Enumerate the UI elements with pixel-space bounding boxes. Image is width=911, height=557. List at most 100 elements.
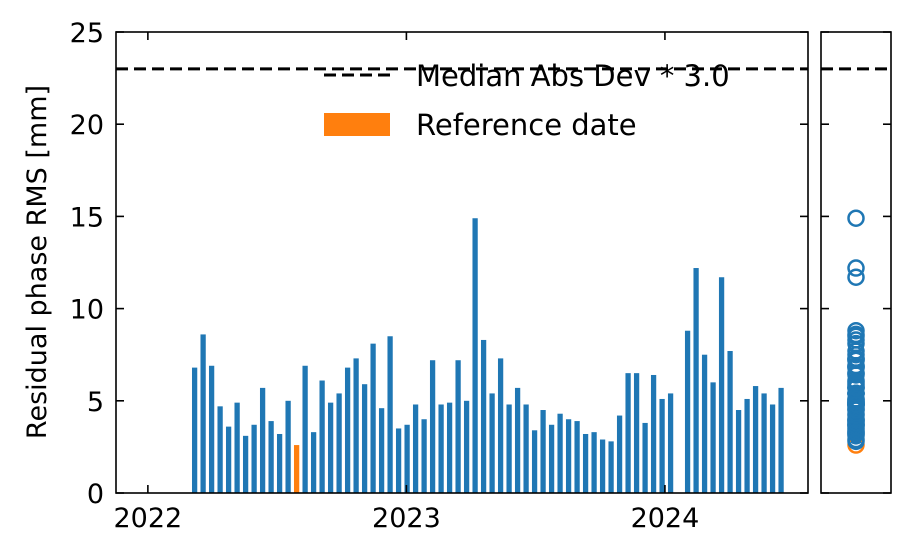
bar: [650, 374, 657, 493]
bar: [625, 373, 631, 493]
bar: [557, 413, 563, 493]
y-tick-label: 20: [70, 110, 104, 141]
bar: [659, 398, 665, 493]
bar: [208, 365, 215, 493]
bar: [404, 424, 410, 493]
bar: [565, 419, 572, 493]
bar: [497, 358, 504, 493]
scatter-layer: [847, 209, 865, 454]
x-tick-label: 2024: [631, 503, 700, 534]
bar: [463, 400, 470, 493]
x-tick-label: 2022: [114, 503, 183, 534]
y-axis: 0 5 10 15 20 25: [70, 18, 891, 510]
y-tick-label: 25: [70, 18, 104, 49]
bar: [735, 410, 742, 493]
bar: [582, 433, 589, 493]
bar: [693, 268, 699, 493]
bar: [667, 393, 674, 493]
bar: [191, 367, 198, 493]
bar: [446, 402, 453, 493]
y-axis-label: Residual phase RMS [mm]: [22, 85, 53, 439]
bar: [336, 393, 342, 493]
scatter-point: [847, 366, 865, 384]
bar: [548, 424, 555, 493]
bar: [438, 404, 444, 493]
scatter-point: [847, 268, 865, 286]
bar: [429, 360, 436, 493]
bar: [268, 421, 274, 493]
bar: [395, 428, 402, 493]
scatter-point: [847, 423, 865, 441]
bar: [378, 408, 385, 493]
bar: [769, 404, 776, 493]
y-tick-label: 5: [87, 387, 104, 418]
scatter-point: [847, 209, 865, 227]
legend-threshold-label: Median Abs Dev * 3.0: [416, 59, 730, 93]
scatter-point: [847, 379, 865, 397]
bar: [744, 398, 750, 493]
bar: [489, 393, 495, 493]
bar: [599, 439, 606, 493]
scatter-point: [847, 414, 865, 432]
y-tick-label: 0: [87, 479, 104, 510]
bar: [302, 365, 308, 493]
bars-layer: [191, 218, 784, 494]
bar: [353, 358, 359, 493]
bar: [455, 360, 461, 493]
bar: [633, 373, 640, 493]
bar: [319, 380, 325, 493]
bar: [506, 404, 512, 493]
bar: [412, 404, 419, 493]
bar: [523, 404, 529, 493]
bar-reference: [293, 445, 300, 493]
bar: [225, 426, 232, 493]
bar: [361, 384, 368, 493]
legend-reference-label: Reference date: [416, 108, 637, 142]
bar: [285, 400, 291, 493]
bar: [718, 277, 725, 493]
x-axis: 2022 2023 2024: [114, 32, 700, 534]
bar: [531, 430, 538, 493]
scatter-point: [847, 432, 865, 451]
side-plot-frame: [820, 31, 892, 494]
bar: [370, 343, 376, 493]
bar: [778, 387, 784, 493]
bar: [472, 218, 478, 494]
bar: [514, 387, 521, 493]
bar: [616, 415, 623, 493]
scatter-point: [847, 342, 865, 360]
bar: [684, 330, 691, 493]
bar: [574, 421, 580, 493]
main-plot-frame: [115, 31, 809, 494]
bar: [344, 367, 351, 493]
bar: [421, 419, 427, 493]
scatter-point: [847, 406, 865, 425]
bar: [327, 402, 334, 493]
bar: [242, 435, 249, 493]
bar: [276, 433, 283, 493]
bar: [540, 410, 546, 493]
bar: [234, 402, 240, 493]
scatter-point: [847, 321, 865, 340]
bar: [752, 386, 759, 493]
scatter-point: [847, 384, 865, 403]
bar: [217, 406, 223, 493]
bar: [608, 441, 614, 493]
scatter-point: [847, 395, 865, 414]
bar: [251, 424, 257, 493]
bar: [727, 351, 733, 493]
bar: [200, 334, 206, 493]
y-tick-label: 15: [70, 202, 104, 233]
bar: [259, 387, 266, 493]
bar: [310, 432, 317, 493]
bar: [761, 393, 767, 493]
scatter-point: [847, 401, 865, 419]
bar: [387, 336, 393, 493]
bar: [701, 354, 708, 493]
scatter-point: [847, 259, 865, 277]
bar: [710, 382, 716, 493]
legend: Median Abs Dev * 3.0 Reference date: [324, 59, 730, 142]
legend-reference-swatch: [324, 113, 390, 136]
bar: [642, 422, 648, 493]
